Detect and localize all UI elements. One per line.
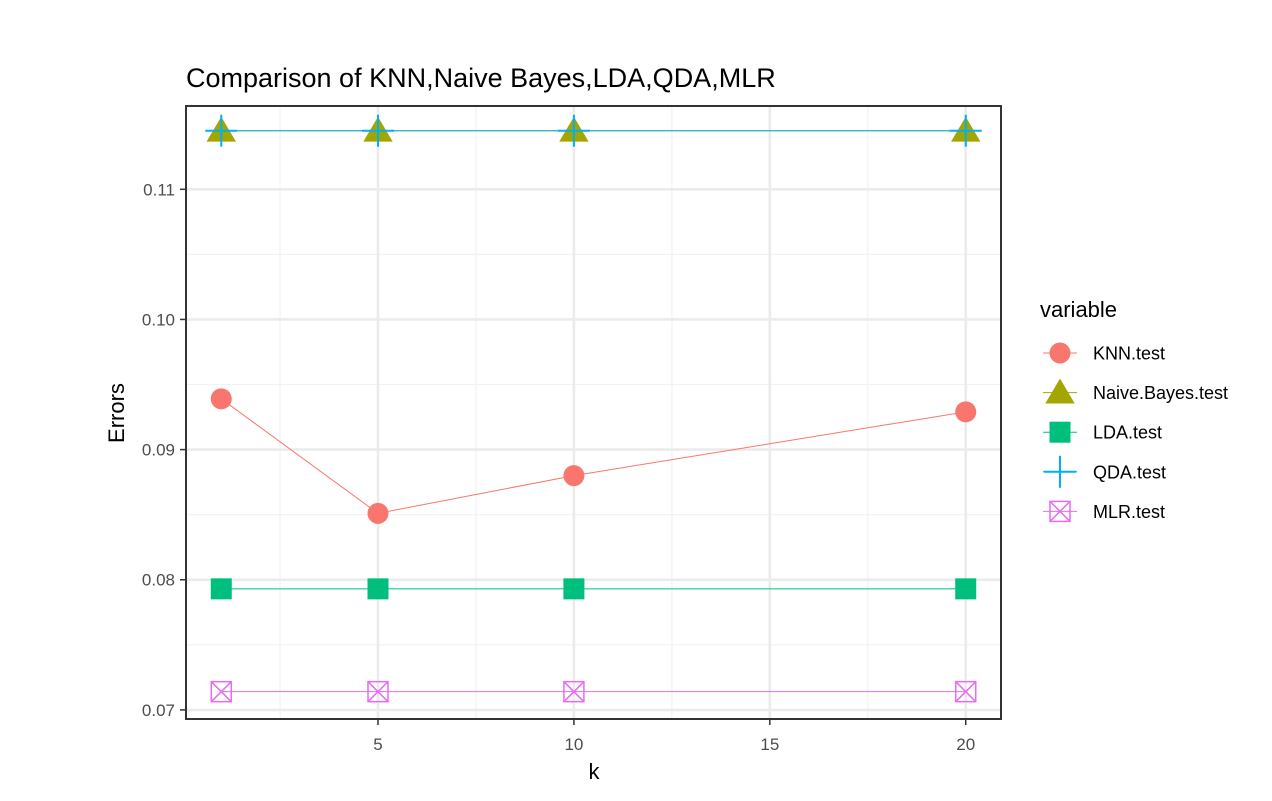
point-knn-test — [367, 502, 389, 524]
point-mlr-test-box — [367, 680, 389, 703]
point-mlr-test-diag2 — [367, 681, 389, 703]
point-mlr-test-box — [954, 680, 977, 703]
point-mlr-test-box — [563, 680, 585, 703]
legend-label-qda-test: QDA.test — [1093, 462, 1166, 482]
point-qda-test — [557, 114, 590, 147]
legend-key-mlr-test-box — [1049, 500, 1071, 523]
chart-title: Comparison of KNN,Naive Bayes,LDA,QDA,ML… — [186, 63, 776, 93]
point-mlr-test — [367, 680, 389, 703]
panel-border — [185, 105, 1002, 720]
legend-key-knn-test — [1049, 342, 1071, 364]
legend-item-lda-test: LDA.test — [1043, 421, 1162, 443]
legend-key-mlr-test — [1049, 500, 1071, 523]
legend-key-lda-test — [1049, 421, 1071, 443]
plot-panel — [185, 105, 1002, 720]
point-lda-test — [955, 578, 977, 600]
point-qda-test — [361, 114, 394, 147]
legend-label-lda-test: LDA.test — [1093, 423, 1162, 443]
legend-key-naive-bayes-test — [1045, 378, 1075, 404]
point-lda-test — [367, 578, 389, 600]
legend-key-mlr-test-diag2 — [1049, 500, 1071, 522]
point-knn-test — [955, 401, 977, 423]
legend-label-naive-bayes-test: Naive.Bayes.test — [1093, 383, 1228, 403]
point-mlr-test-diag2 — [210, 681, 232, 703]
point-lda-test — [563, 578, 585, 600]
point-mlr-test — [563, 680, 585, 703]
point-qda-test — [205, 114, 238, 147]
legend: KNN.test Naive.Bayes.test LDA.test QDA.test… — [1043, 342, 1228, 523]
x-tick-label: 5 — [373, 735, 382, 754]
y-tick-label: 0.11 — [143, 180, 175, 199]
legend-label-mlr-test: MLR.test — [1093, 502, 1165, 522]
panel-background — [186, 106, 1001, 719]
x-tick-label: 10 — [564, 735, 583, 754]
y-tick-label: 0.10 — [142, 310, 175, 329]
y-axis-label: Errors — [104, 383, 129, 443]
series-line-knn-test — [220, 398, 966, 514]
legend-label-knn-test: KNN.test — [1093, 344, 1165, 364]
y-tick-label: 0.07 — [142, 701, 175, 720]
x-tick-label: 15 — [760, 735, 779, 754]
point-knn-test — [563, 465, 585, 487]
x-axis-label: k — [589, 759, 601, 784]
legend-key-qda-test — [1044, 455, 1076, 488]
legend-item-knn-test: KNN.test — [1043, 342, 1165, 364]
point-mlr-test — [954, 680, 977, 703]
legend-item-mlr-test: MLR.test — [1043, 500, 1165, 523]
legend-title: variable — [1040, 297, 1117, 322]
legend-item-qda-test: QDA.test — [1043, 455, 1166, 488]
point-mlr-test-diag2 — [955, 681, 977, 703]
point-mlr-test — [210, 680, 233, 703]
y-tick-label: 0.08 — [142, 571, 175, 590]
point-mlr-test-diag2 — [563, 681, 585, 703]
point-mlr-test-box — [210, 680, 233, 703]
legend-item-naive-bayes-test: Naive.Bayes.test — [1043, 378, 1228, 404]
y-tick-label: 0.09 — [142, 441, 175, 460]
point-knn-test — [210, 388, 232, 410]
x-tick-label: 20 — [956, 735, 975, 754]
point-qda-test — [949, 114, 982, 147]
point-lda-test — [210, 578, 232, 600]
